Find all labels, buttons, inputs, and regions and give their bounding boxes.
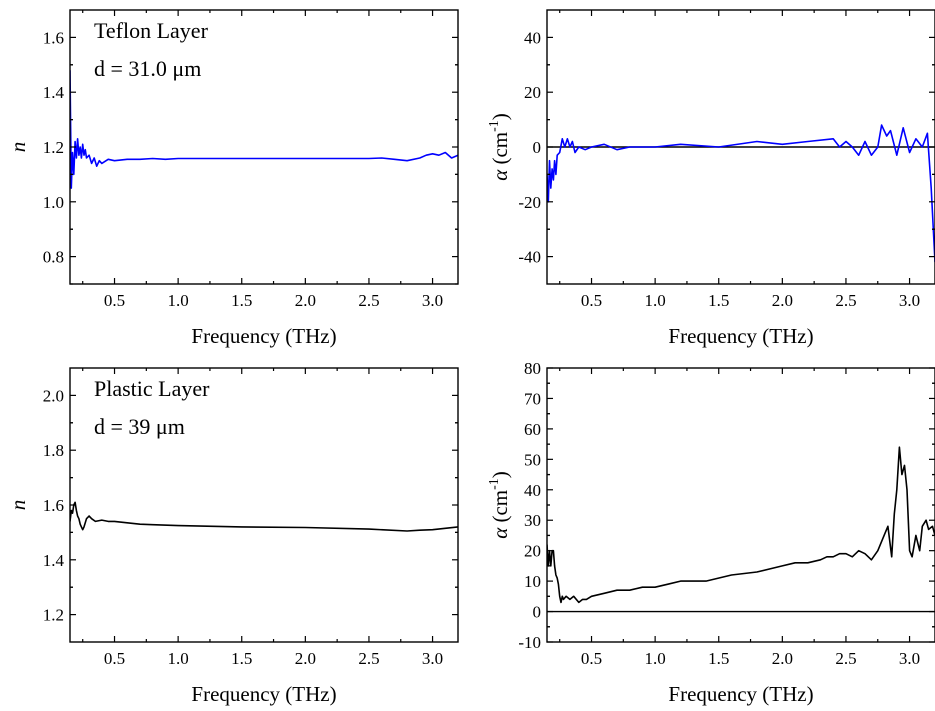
y-tick-label: 80	[524, 359, 541, 378]
x-axis-title: Frequency (THz)	[668, 324, 813, 348]
chart-panel-bottom-right: 0.5 1.0 1.5 2.0 2.5 3.0 -10 0 10 20 30 40 50 60 70 80 Fr…	[487, 359, 935, 706]
y-tick-label: -10	[518, 633, 541, 652]
x-tick-label: 1.0	[645, 649, 666, 668]
y-tick-label: 1.0	[43, 193, 64, 212]
y-tick-label: 2.0	[43, 386, 64, 405]
y-axis-exponent: -1	[487, 478, 502, 490]
x-tick-label: 1.5	[708, 649, 729, 668]
x-tick-label: 2.5	[835, 291, 856, 310]
y-tick-label: -40	[518, 248, 541, 267]
y-tick-label: 1.4	[43, 83, 65, 102]
x-axis-title: Frequency (THz)	[191, 682, 336, 706]
x-tick-label: 1.5	[231, 649, 252, 668]
y-tick-label: 0	[533, 138, 542, 157]
x-tick-label: 0.5	[581, 291, 602, 310]
y-axis-unit: (cm	[488, 132, 512, 165]
y-tick-label: 1.4	[43, 551, 65, 570]
series-line-0	[547, 124, 935, 263]
plot-frame	[69, 9, 459, 285]
x-tick-label: 3.0	[422, 649, 443, 668]
panel-annotation: Teflon Layer	[94, 18, 209, 43]
x-tick-label: 1.5	[708, 291, 729, 310]
y-tick-label: 1.8	[43, 441, 64, 460]
y-tick-label: 1.6	[43, 496, 64, 515]
y-tick-label: 20	[524, 542, 541, 561]
y-axis-title: α (cm-1)	[487, 113, 512, 181]
x-tick-label: 1.0	[168, 291, 189, 310]
panel-annotation: d = 31.0 μm	[94, 56, 201, 81]
chart-panel-top-right: 0.5 1.0 1.5 2.0 2.5 3.0 -40 -20 0 20 40 Frequency (…	[487, 9, 935, 348]
x-axis-title: Frequency (THz)	[191, 324, 336, 348]
x-tick-label: 0.5	[581, 649, 602, 668]
y-tick-label: 40	[524, 28, 541, 47]
y-tick-label: -20	[518, 193, 541, 212]
series-line-0	[70, 501, 458, 532]
plot-frame	[69, 367, 459, 643]
y-tick-label: 20	[524, 83, 541, 102]
y-axis-exponent: -1	[487, 120, 502, 132]
y-axis-close: )	[488, 113, 512, 120]
series-line-0	[70, 70, 458, 189]
x-tick-label: 2.0	[295, 291, 316, 310]
panel-annotation: d = 39 μm	[94, 414, 185, 439]
y-axis-symbol: α	[488, 523, 512, 539]
y-tick-label: 30	[524, 511, 541, 530]
y-axis-symbol: α	[488, 165, 512, 181]
series-line-0	[547, 446, 935, 604]
x-tick-label: 0.5	[104, 649, 125, 668]
panel-annotation: Plastic Layer	[94, 376, 210, 401]
x-tick-label: 2.5	[358, 649, 379, 668]
x-tick-label: 2.0	[772, 649, 793, 668]
x-tick-label: 0.5	[104, 291, 125, 310]
y-tick-label: 1.2	[43, 138, 64, 157]
chart-panel-bottom-left: 0.5 1.0 1.5 2.0 2.5 3.0 1.2 1.4 1.6 1.8 2.0 Frequen…	[6, 367, 459, 706]
x-tick-label: 1.0	[645, 291, 666, 310]
y-tick-label: 10	[524, 572, 541, 591]
y-axis-title: α (cm-1)	[487, 471, 512, 539]
x-tick-label: 1.5	[231, 291, 252, 310]
x-axis-title: Frequency (THz)	[668, 682, 813, 706]
plot-frame	[546, 367, 935, 643]
x-tick-label: 3.0	[899, 649, 920, 668]
y-axis-close: )	[488, 471, 512, 478]
x-tick-label: 2.0	[295, 649, 316, 668]
y-tick-label: 60	[524, 420, 541, 439]
y-tick-label: 0.8	[43, 248, 64, 267]
y-tick-label: 1.2	[43, 606, 64, 625]
x-tick-label: 3.0	[899, 291, 920, 310]
x-tick-label: 2.0	[772, 291, 793, 310]
x-tick-label: 3.0	[422, 291, 443, 310]
y-tick-label: 50	[524, 450, 541, 469]
y-tick-label: 1.6	[43, 28, 64, 47]
y-axis-title: n	[6, 500, 30, 511]
x-tick-label: 1.0	[168, 649, 189, 668]
y-axis-title: n	[6, 142, 30, 153]
y-tick-label: 40	[524, 481, 541, 500]
y-tick-label: 70	[524, 389, 541, 408]
x-tick-label: 2.5	[358, 291, 379, 310]
y-tick-label: 0	[533, 603, 542, 622]
chart-panel-top-left: 0.5 1.0 1.5 2.0 2.5 3.0 0.8 1.0 1.2 1.4 1.6 Frequen…	[6, 9, 459, 348]
x-tick-label: 2.5	[835, 649, 856, 668]
y-axis-unit: (cm	[488, 490, 512, 523]
